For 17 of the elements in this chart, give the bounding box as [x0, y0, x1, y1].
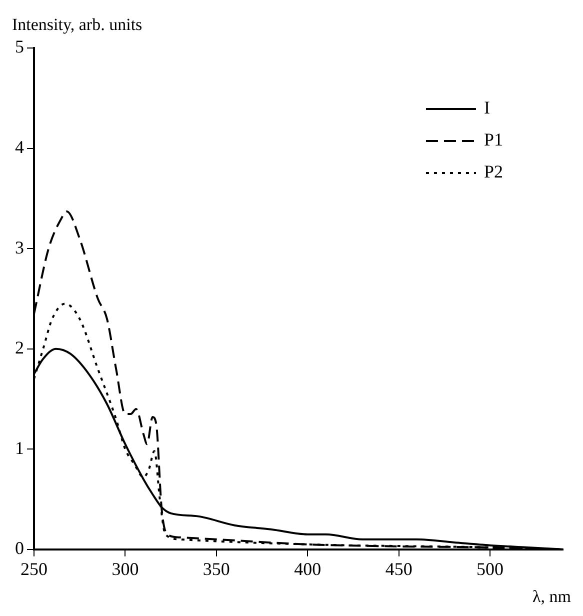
x-tick-label: 350	[202, 558, 230, 579]
x-tick-label: 400	[294, 558, 322, 579]
x-tick-label: 500	[476, 558, 504, 579]
x-tick-label: 250	[20, 558, 48, 579]
y-tick-label: 1	[15, 438, 24, 458]
y-tick-label: 3	[15, 237, 24, 258]
y-tick-label: 4	[15, 137, 24, 158]
legend-label: P1	[484, 130, 504, 150]
y-tick-label: 5	[15, 36, 24, 57]
y-tick-label: 2	[15, 338, 24, 358]
legend-label: P2	[484, 162, 504, 182]
y-tick-label: 0	[15, 538, 24, 558]
x-tick-label: 450	[385, 558, 412, 579]
legend-label: I	[484, 98, 490, 118]
y-axis-title: Intensity, arb. units	[12, 14, 142, 34]
x-axis-title: λ, nm	[532, 586, 571, 606]
x-tick-label: 300	[112, 558, 139, 579]
